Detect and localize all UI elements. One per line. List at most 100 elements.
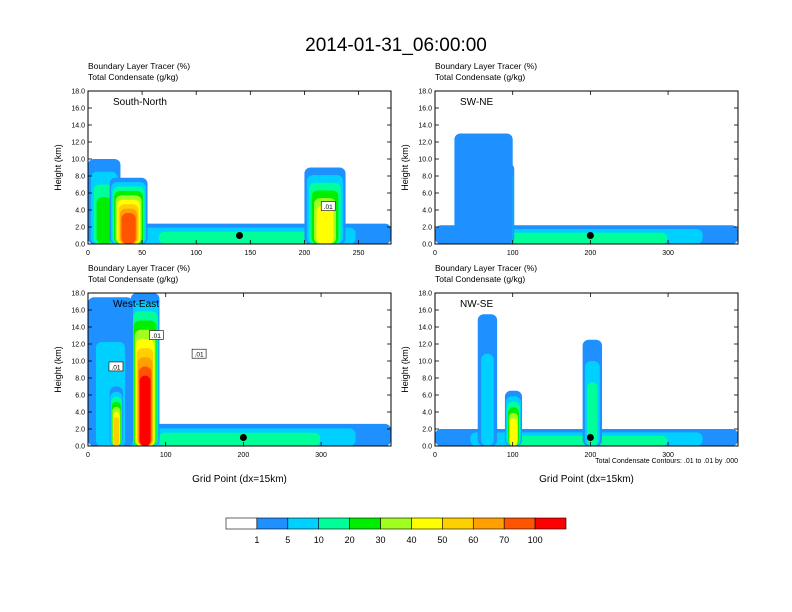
y-tick-label: 10.0 — [418, 157, 432, 164]
x-tick-label: 100 — [507, 452, 519, 459]
x-tick-label: 200 — [299, 250, 311, 257]
y-tick-label: 8.0 — [75, 174, 85, 181]
figure-title: 2014-01-31_06:00:00 — [305, 35, 487, 56]
y-tick-label: 0.0 — [422, 444, 432, 451]
y-axis-label: Height (km) — [53, 346, 63, 393]
y-tick-label: 0.0 — [75, 444, 85, 451]
location-marker — [586, 434, 594, 441]
x-tick-label: 300 — [662, 250, 674, 257]
panel-label-line1: Boundary Layer Tracer (%) — [88, 263, 190, 273]
heatmap-area — [88, 159, 391, 244]
y-tick-label: 12.0 — [71, 140, 85, 147]
x-tick-label: 200 — [238, 452, 250, 459]
panel-name: West-East — [113, 299, 159, 310]
y-tick-label: 12.0 — [418, 342, 432, 349]
contour-label-box — [191, 348, 207, 359]
contour-label: .01 — [195, 352, 204, 359]
x-tick-label: 0 — [433, 250, 437, 257]
colorbar-label: 60 — [468, 535, 478, 545]
x-tick-label: 100 — [190, 250, 202, 257]
y-tick-label: 2.0 — [75, 225, 85, 232]
x-tick-label: 0 — [433, 452, 437, 459]
contour-label-box — [108, 361, 124, 372]
y-tick-label: 18.0 — [418, 291, 432, 298]
panels-group: Boundary Layer Tracer (%)Total Condensat… — [53, 61, 739, 485]
colorbar-label: 70 — [499, 535, 509, 545]
panel-south-north: Boundary Layer Tracer (%)Total Condensat… — [53, 61, 392, 257]
plot-frame — [87, 292, 392, 447]
y-tick-label: 18.0 — [71, 291, 85, 298]
y-tick-label: 0.0 — [75, 242, 85, 249]
tracer-cell — [481, 353, 494, 446]
y-tick-label: 8.0 — [422, 174, 432, 181]
location-marker — [586, 232, 594, 239]
panel-label-line1: Boundary Layer Tracer (%) — [435, 263, 537, 273]
colorbar-swatch — [411, 517, 443, 530]
plot-frame — [87, 90, 392, 245]
panel-label-line2: Total Condensate (g/kg) — [88, 274, 178, 284]
colorbar: 1 5 10 20 30 40 50 60 70 100 — [225, 517, 567, 545]
panel-label-line2: Total Condensate (g/kg) — [435, 72, 525, 82]
y-tick-label: 2.0 — [422, 225, 432, 232]
contour-label: .01 — [111, 364, 120, 371]
y-tick-label: 14.0 — [71, 325, 85, 332]
panel-label-line2: Total Condensate (g/kg) — [435, 274, 525, 284]
x-tick-label: 0 — [86, 452, 90, 459]
contour-label-box — [320, 201, 336, 211]
y-tick-label: 12.0 — [418, 140, 432, 147]
x-tick-label: 300 — [662, 452, 674, 459]
y-tick-label: 4.0 — [75, 410, 85, 417]
heatmap-area — [435, 314, 738, 446]
plot-frame — [434, 292, 739, 447]
x-tick-label: 150 — [244, 250, 256, 257]
colorbar-swatch — [380, 517, 412, 530]
x-tick-label: 200 — [585, 250, 597, 257]
location-marker — [239, 434, 247, 441]
colorbar-label: 100 — [528, 535, 543, 545]
y-tick-label: 4.0 — [422, 410, 432, 417]
tracer-cell — [121, 213, 136, 244]
y-tick-label: 8.0 — [75, 376, 85, 383]
y-axis-label: Height (km) — [400, 346, 410, 393]
y-tick-label: 18.0 — [418, 89, 432, 96]
y-tick-label: 2.0 — [422, 427, 432, 434]
panel-sw-ne: Boundary Layer Tracer (%)Total Condensat… — [400, 61, 739, 257]
tracer-cell — [113, 417, 119, 446]
y-tick-label: 16.0 — [71, 308, 85, 315]
y-tick-label: 8.0 — [422, 376, 432, 383]
heatmap-area — [435, 133, 738, 244]
tracer-cell — [454, 133, 513, 244]
y-tick-label: 16.0 — [418, 308, 432, 315]
contour-label: .01 — [152, 333, 161, 340]
y-tick-label: 6.0 — [422, 191, 432, 198]
x-axis-label: Grid Point (dx=15km) — [539, 474, 634, 485]
tracer-cell — [316, 205, 334, 244]
x-tick-label: 300 — [315, 452, 327, 459]
y-tick-label: 6.0 — [75, 393, 85, 400]
x-tick-label: 50 — [138, 250, 146, 257]
heatmap-area — [88, 293, 391, 446]
panel-name: SW-NE — [460, 97, 493, 108]
y-tick-label: 10.0 — [71, 359, 85, 366]
panel-name: South-North — [113, 97, 167, 108]
y-tick-label: 10.0 — [71, 157, 85, 164]
y-tick-label: 6.0 — [422, 393, 432, 400]
contour-footnote: Total Condensate Contours: .01 to .01 by… — [595, 458, 738, 465]
y-tick-label: 10.0 — [418, 359, 432, 366]
panel-name: NW-SE — [460, 299, 493, 310]
y-tick-label: 18.0 — [71, 89, 85, 96]
colorbar-swatch — [503, 517, 536, 530]
x-tick-label: 100 — [160, 452, 172, 459]
x-tick-label: 200 — [585, 452, 597, 459]
contour-label-box — [149, 330, 164, 340]
tracer-cell — [139, 375, 151, 446]
y-tick-label: 0.0 — [422, 242, 432, 249]
y-axis-label: Height (km) — [53, 144, 63, 191]
y-tick-label: 16.0 — [418, 106, 432, 113]
y-tick-label: 12.0 — [71, 342, 85, 349]
colorbar-label: 5 — [285, 535, 290, 545]
colorbar-swatch — [287, 517, 320, 530]
y-axis-label: Height (km) — [400, 144, 410, 191]
colorbar-swatch — [442, 517, 474, 530]
colorbar-swatch — [472, 517, 505, 530]
